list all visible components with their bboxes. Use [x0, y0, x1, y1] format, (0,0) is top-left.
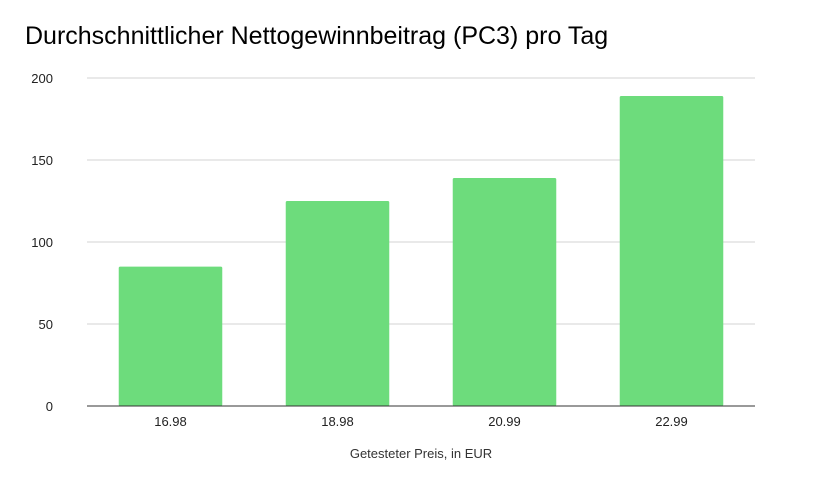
- y-axis-ticks: 0 50 100 150 200: [31, 71, 53, 414]
- x-tick-label: 16.98: [154, 414, 187, 429]
- chart-title: Durchschnittlicher Nettogewinnbeitrag (P…: [25, 22, 609, 50]
- x-axis-ticks: 16.98 18.98 20.99 22.99: [154, 414, 688, 429]
- x-axis-title: Getesteter Preis, in EUR: [350, 446, 492, 461]
- bar: [452, 178, 557, 406]
- bars: [118, 96, 724, 406]
- y-tick-label: 50: [39, 317, 53, 332]
- x-tick-label: 20.99: [488, 414, 521, 429]
- y-tick-label: 0: [46, 399, 53, 414]
- y-tick-label: 200: [31, 71, 53, 86]
- bar: [285, 201, 390, 406]
- bar: [619, 96, 724, 406]
- x-tick-label: 18.98: [321, 414, 354, 429]
- x-tick-label: 22.99: [655, 414, 688, 429]
- bar: [118, 266, 223, 406]
- y-tick-label: 100: [31, 235, 53, 250]
- y-tick-label: 150: [31, 153, 53, 168]
